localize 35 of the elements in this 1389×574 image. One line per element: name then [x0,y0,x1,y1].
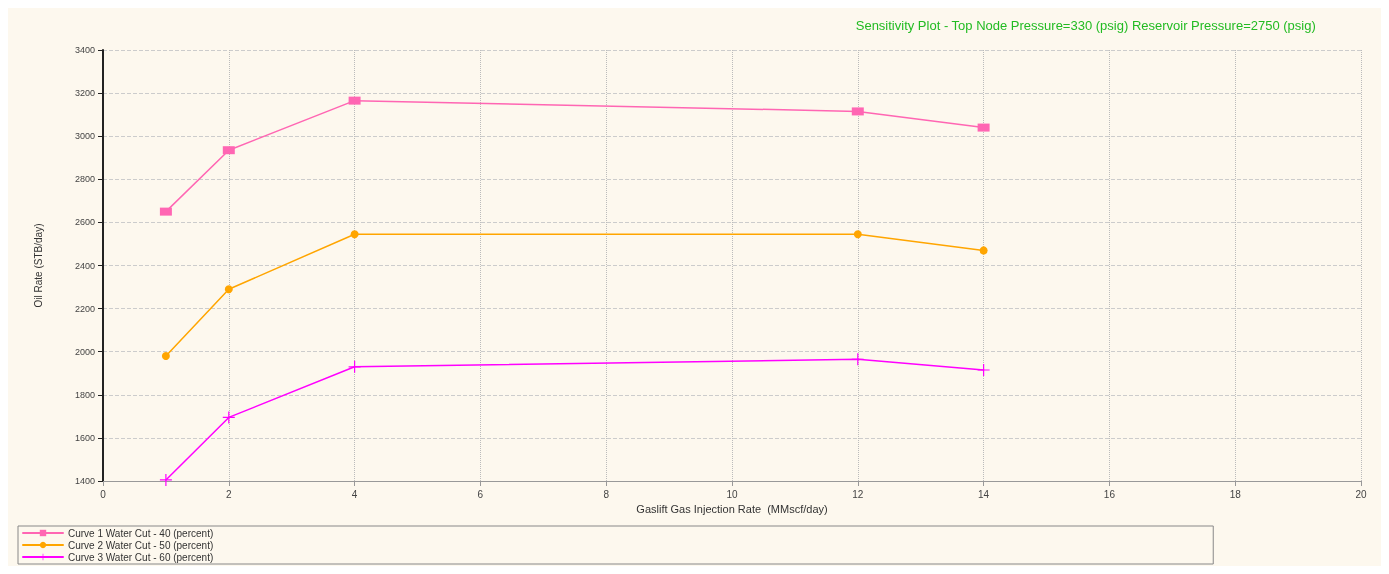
x-axis-title: Gaslift Gas Injection Rate (MMscf/day) [636,503,828,516]
y-tick-label: 2200 [74,303,95,314]
y-tick-label: 2800 [74,174,95,185]
y-tick-label: 3400 [74,45,95,55]
x-tick-label: 18 [1229,488,1242,500]
y-tick-label: 2000 [74,346,95,357]
point [224,285,233,294]
point [161,352,170,361]
x-tick-label: 2 [226,488,233,500]
x-tick-label: 12 [852,488,864,500]
x-tick-label: 14 [978,488,990,500]
chart-title: Sensitivity Plot - Top Node Pressure=330 (psig) Reservoir Pressure=2750 (psig) [855,18,1316,33]
legend-label: Curve 1 Water Cut - 40 (percent) [68,527,214,539]
y-tick-label: 1400 [74,476,95,486]
y-tick-label: 3200 [74,88,95,99]
x-tick-label: 16 [1103,488,1116,500]
point [350,230,359,239]
point [979,246,988,255]
x-tick-label: 10 [726,488,738,500]
legend-label: Curve 2 Water Cut - 50 (percent) [68,539,214,551]
y-tick-label: 2400 [74,260,95,271]
x-tick-label: 0 [100,488,107,500]
y-tick-label: 2600 [74,217,95,228]
x-tick-label: 8 [603,488,610,500]
x-tick-label: 4 [351,488,358,500]
y-tick-label: 1800 [74,389,95,400]
point [853,230,862,239]
y-axis-title: Oil Rate (STB/day) [32,223,44,308]
x-tick-label: 20 [1355,488,1367,500]
point [977,364,990,377]
point [159,473,172,486]
legend-label: Curve 3 Water Cut - 60 (percent) [68,551,214,563]
y-tick-label: 1600 [74,432,95,443]
y-tick-label: 3000 [74,131,95,142]
x-tick-label: 6 [477,488,484,500]
